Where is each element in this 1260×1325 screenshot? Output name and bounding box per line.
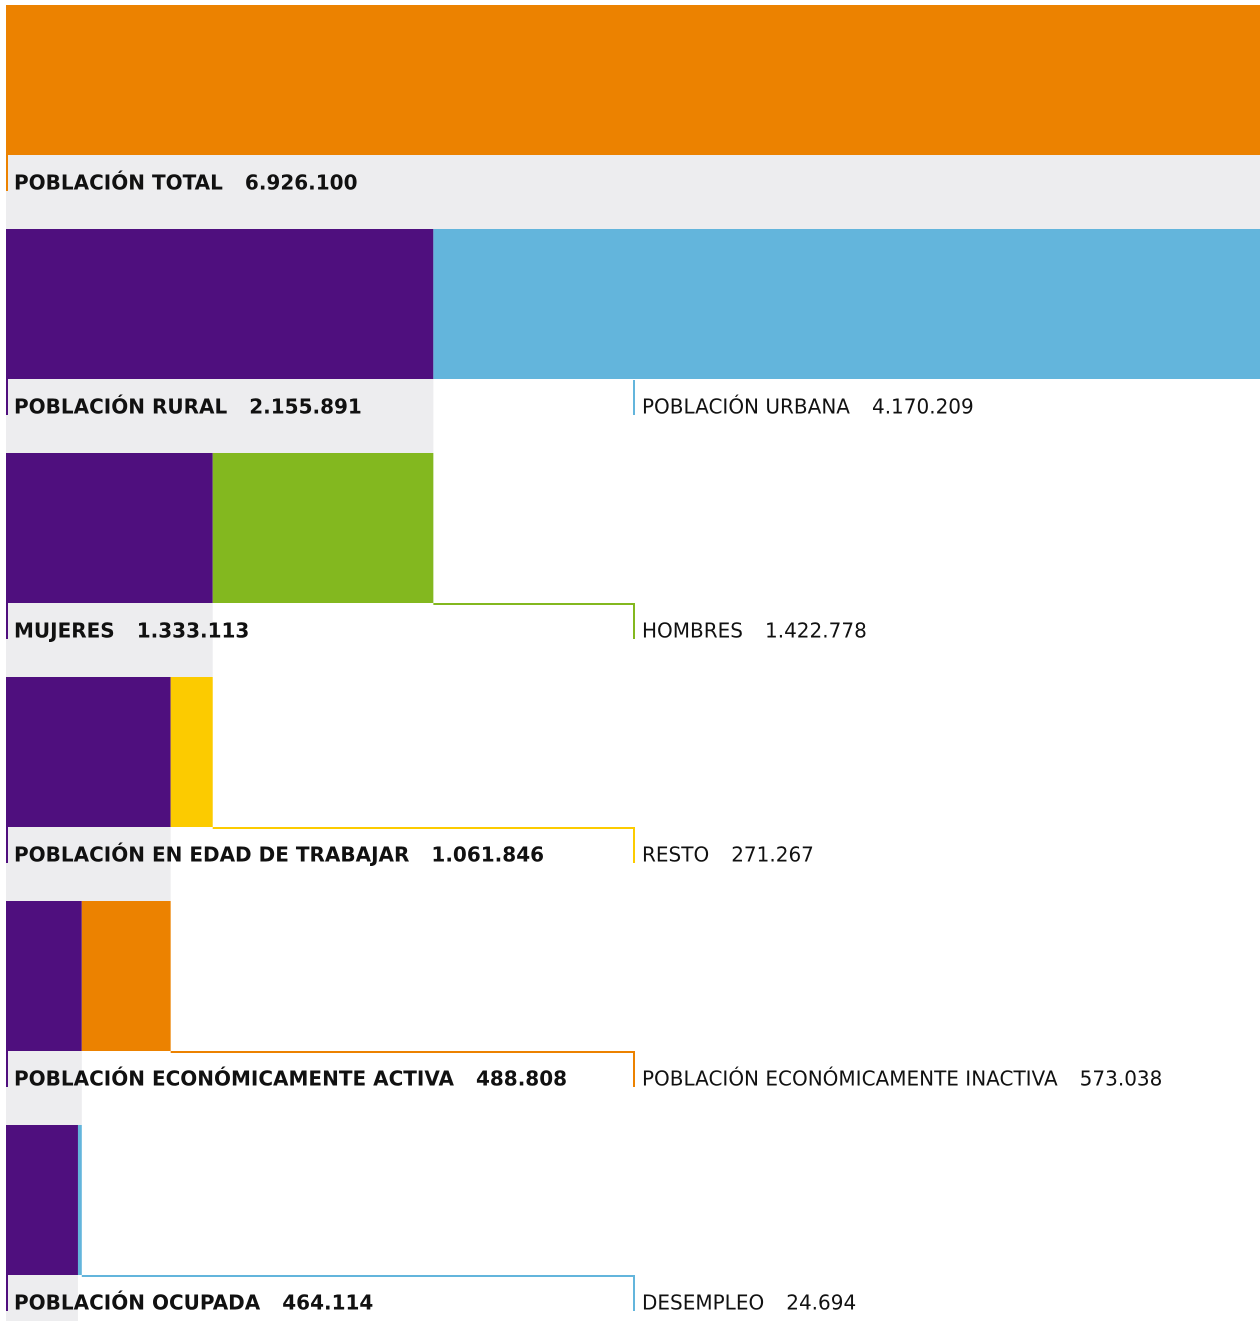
segment [212,453,434,603]
label: POBLACIÓN TOTAL [14,171,223,195]
label: POBLACIÓN OCUPADA [14,1291,261,1315]
connector [81,1275,635,1311]
label: HOMBRES [642,619,743,643]
label: MUJERES [14,619,115,643]
segment [6,901,82,1051]
value-label: 488.808 [476,1067,567,1091]
value-label: 573.038 [1080,1067,1163,1091]
value-label: 24.694 [786,1291,856,1315]
label-band [6,1275,78,1325]
value-label: 1.422.778 [765,619,867,643]
segment [6,1125,78,1275]
label: POBLACIÓN EN EDAD DE TRABAJAR [14,843,409,867]
connector [170,1051,635,1087]
segment [170,677,213,827]
segment [6,5,1260,155]
label: POBLACIÓN ECONÓMICAMENTE ACTIVA [14,1067,454,1091]
segment [77,1125,82,1275]
segment [433,229,1260,379]
label: POBLACIÓN URBANA [642,395,850,419]
value-label: 1.333.113 [137,619,250,643]
segment [6,453,213,603]
value-label: 464.114 [282,1291,373,1315]
label: DESEMPLEO [642,1291,764,1315]
connector [433,603,635,639]
label: POBLACIÓN ECONÓMICAMENTE INACTIVA [642,1067,1058,1091]
label-band [6,827,171,901]
label-band [6,155,1260,229]
label: POBLACIÓN RURAL [14,395,227,419]
label-band [6,603,213,677]
connector [212,827,635,863]
value-label: 4.170.209 [872,395,974,419]
segment [6,229,434,379]
value-label: 1.061.846 [431,843,544,867]
label-band [6,1051,82,1125]
value-label: 6.926.100 [245,171,358,195]
value-label: 271.267 [731,843,814,867]
label-band [6,379,434,453]
label: RESTO [642,843,709,867]
value-label: 2.155.891 [249,395,362,419]
segment [6,677,171,827]
segment [81,901,171,1051]
